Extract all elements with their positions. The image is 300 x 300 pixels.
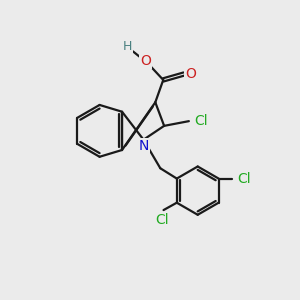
Text: Cl: Cl xyxy=(194,114,208,128)
Text: N: N xyxy=(138,139,149,153)
Text: Cl: Cl xyxy=(155,213,169,227)
Text: O: O xyxy=(140,54,151,68)
Text: O: O xyxy=(185,67,196,81)
Text: Cl: Cl xyxy=(237,172,251,186)
Text: H: H xyxy=(123,40,132,52)
